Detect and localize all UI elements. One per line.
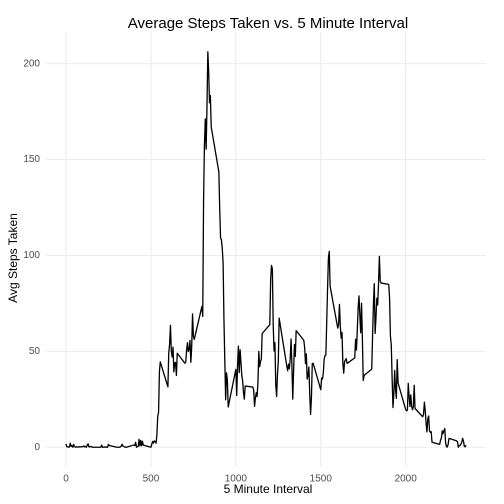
x-tick-label: 500 [143, 474, 160, 485]
y-axis-label: Avg Steps Taken [6, 213, 20, 303]
y-tick-label: 100 [23, 250, 40, 261]
y-tick-label: 200 [23, 58, 40, 69]
x-tick-label: 0 [63, 474, 69, 485]
line [65, 51, 467, 448]
x-tick-label: 1500 [310, 474, 333, 485]
x-axis-label: 5 Minute Interval [224, 482, 313, 496]
y-tick-label: 50 [29, 346, 41, 357]
x-tick-label: 1000 [225, 474, 248, 485]
chart-title: Average Steps Taken vs. 5 Minute Interva… [128, 15, 408, 32]
x-tick-label: 2000 [395, 474, 418, 485]
y-tick-label: 150 [23, 154, 40, 165]
y-tick-label: 0 [34, 442, 40, 453]
